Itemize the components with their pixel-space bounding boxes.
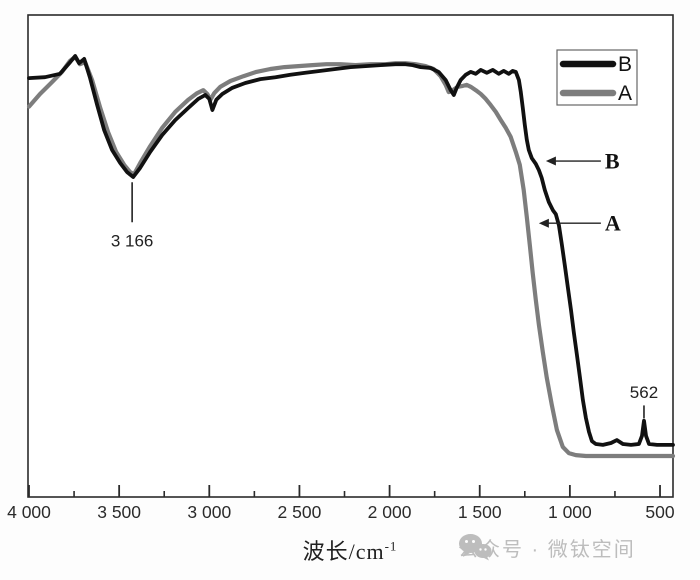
x-tick-label: 500 — [645, 502, 674, 522]
x-tick-label: 3 000 — [187, 502, 231, 522]
watermark: 公众号 · 微钛空间 — [458, 533, 636, 562]
watermark-text: 公众号 · 微钛空间 — [458, 539, 636, 561]
pointer-a-label: A — [605, 211, 621, 236]
x-tick-label: 2 000 — [368, 502, 412, 522]
pointer-b-label: B — [605, 149, 620, 174]
pointer-b: B — [545, 149, 620, 174]
curve-b — [27, 54, 675, 447]
peak-562-label: 562 — [630, 383, 658, 402]
x-axis: 4 000 3 500 3 000 2 500 2 000 1 500 1 000 500 — [7, 485, 675, 522]
pointer-a-arrow-head — [538, 218, 549, 228]
x-axis-title-text: 波长/cm — [302, 539, 385, 564]
x-tick-label: 3 500 — [97, 502, 141, 522]
x-tick-label: 2 500 — [278, 502, 322, 522]
peak-562: 562 — [630, 383, 658, 419]
ftir-chart: 4 000 3 500 3 000 2 500 2 000 1 500 1 000 500BA… — [7, 14, 676, 522]
legend-label-a: A — [618, 82, 632, 105]
x-axis-title: 波长/cm-1 — [0, 534, 700, 566]
legend: BA — [556, 49, 638, 106]
x-tick-label: 1 000 — [548, 502, 592, 522]
x-tick-label: 1 500 — [458, 502, 502, 522]
x-tick-label: 4 000 — [7, 502, 51, 522]
wechat-icon — [459, 534, 492, 561]
pointer-a: A — [538, 211, 621, 236]
pointer-b-arrow-head — [545, 156, 556, 166]
x-axis-title-exponent: -1 — [384, 538, 398, 554]
legend-label-b: B — [618, 53, 632, 76]
peak-3166-label: 3 166 — [111, 231, 154, 250]
peak-3166: 3 166 — [111, 182, 154, 250]
